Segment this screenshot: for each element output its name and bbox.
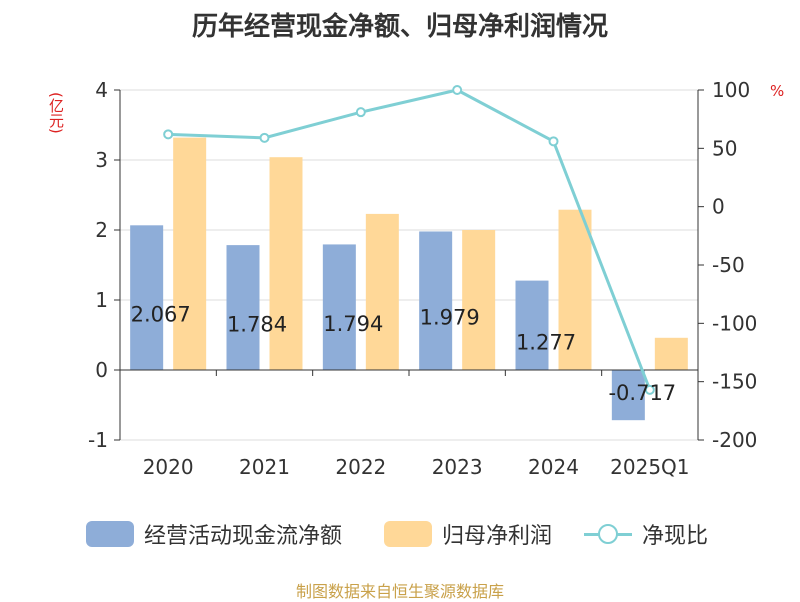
x-tick-label: 2023 xyxy=(432,455,483,479)
bar-cash-flow xyxy=(130,225,164,370)
left-tick-label: 3 xyxy=(95,148,108,172)
x-tick-label: 2025Q1 xyxy=(610,455,689,479)
bar-cash-flow xyxy=(419,231,453,370)
data-label-cash-flow: 2.067 xyxy=(131,303,191,327)
data-label-cash-flow: 1.979 xyxy=(420,306,480,330)
legend-item-cash[interactable]: 经营活动现金流净额 xyxy=(86,518,342,550)
legend-swatch-profit xyxy=(384,521,432,547)
data-label-cash-flow: 1.794 xyxy=(323,312,383,336)
right-tick-label: -150 xyxy=(712,370,757,394)
right-tick-label: -200 xyxy=(712,428,757,452)
bar-net-profit xyxy=(462,230,496,370)
x-tick-label: 2020 xyxy=(143,455,194,479)
right-axis-unit: % xyxy=(770,82,785,100)
bar-cash-flow xyxy=(611,370,645,421)
x-tick-label: 2021 xyxy=(239,455,290,479)
ratio-point xyxy=(163,129,174,140)
chart-title: 历年经营现金净额、归母净利润情况 xyxy=(191,12,608,42)
left-tick-label: 4 xyxy=(95,78,108,102)
ratio-point xyxy=(548,136,559,147)
legend-item-profit[interactable]: 归母净利润 xyxy=(384,518,552,550)
source-note: 制图数据来自恒生聚源数据库 xyxy=(295,582,504,601)
legend-label-ratio: 净现比 xyxy=(642,524,709,549)
legend: 经营活动现金流净额 归母净利润 净现比 xyxy=(0,518,800,554)
x-tick-label: 2024 xyxy=(528,455,579,479)
x-tick-label: 2022 xyxy=(335,455,386,479)
right-tick-label: 0 xyxy=(712,195,725,219)
legend-item-ratio[interactable]: 净现比 xyxy=(584,518,708,550)
bar-net-profit xyxy=(173,137,207,370)
ratio-point xyxy=(452,85,463,95)
legend-swatch-ratio xyxy=(584,521,632,547)
left-tick-label: 2 xyxy=(95,218,108,242)
bar-cash-flow xyxy=(515,280,549,370)
ratio-point xyxy=(644,384,655,395)
legend-swatch-cash xyxy=(86,521,134,547)
bar-net-profit xyxy=(654,337,688,370)
data-label-cash-flow: -0.717 xyxy=(608,381,676,405)
bar-net-profit xyxy=(269,157,303,370)
bar-cash-flow xyxy=(322,244,356,370)
right-tick-label: -50 xyxy=(712,253,745,277)
data-label-cash-flow: 1.277 xyxy=(516,330,576,354)
ratio-line xyxy=(168,88,652,391)
ratio-point xyxy=(355,107,366,118)
left-tick-label: 1 xyxy=(95,288,108,312)
legend-label-profit: 归母净利润 xyxy=(442,524,553,549)
right-tick-label: 50 xyxy=(712,136,737,160)
left-axis-unit: (亿元) xyxy=(47,92,65,134)
left-tick-label: 0 xyxy=(95,358,108,382)
data-label-cash-flow: 1.784 xyxy=(227,313,287,337)
bar-net-profit xyxy=(558,209,592,370)
bar-cash-flow xyxy=(226,245,260,370)
right-tick-label: -100 xyxy=(712,311,757,335)
bar-net-profit xyxy=(365,213,399,370)
legend-label-cash: 经营活动现金流净额 xyxy=(144,524,343,549)
left-tick-label: -1 xyxy=(88,428,108,452)
ratio-point xyxy=(259,132,270,143)
right-tick-label: 100 xyxy=(712,78,750,102)
